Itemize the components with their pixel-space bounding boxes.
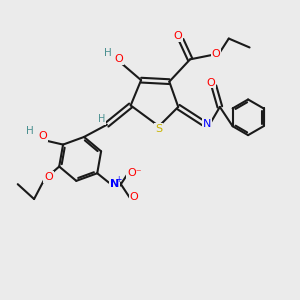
Text: S: S xyxy=(155,124,162,134)
Text: O: O xyxy=(212,49,220,59)
Text: O: O xyxy=(38,131,47,141)
Text: O: O xyxy=(130,192,139,202)
Text: O: O xyxy=(44,172,53,182)
Text: N: N xyxy=(203,119,211,129)
Text: O⁻: O⁻ xyxy=(127,168,142,178)
Text: O: O xyxy=(114,54,123,64)
Text: H: H xyxy=(26,126,34,136)
Text: +: + xyxy=(116,175,122,184)
Text: H: H xyxy=(98,114,105,124)
Text: O: O xyxy=(206,77,215,88)
Text: O: O xyxy=(174,32,183,41)
Text: H: H xyxy=(103,48,111,59)
Text: N: N xyxy=(110,179,119,189)
